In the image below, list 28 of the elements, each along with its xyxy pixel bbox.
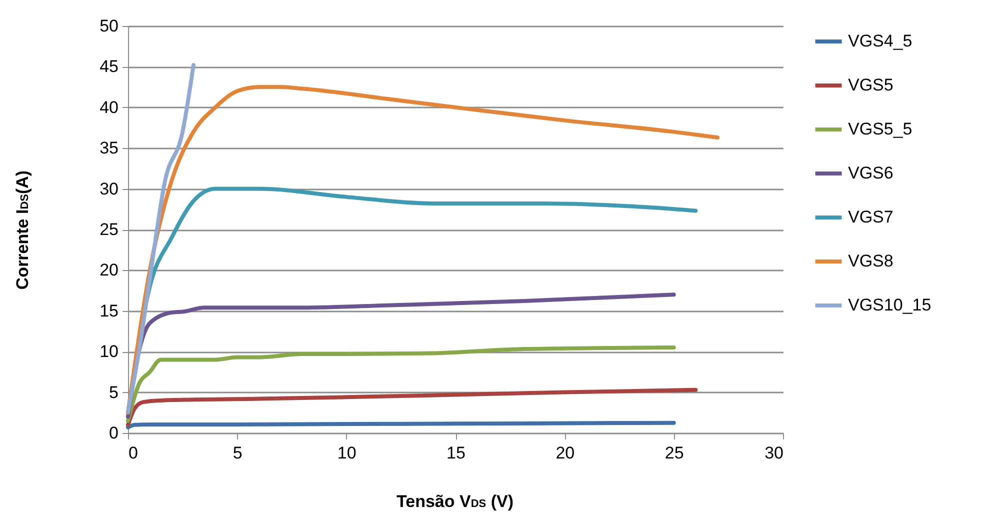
legend-label: VGS6 xyxy=(848,164,894,182)
x-tick-label: 10 xyxy=(337,444,356,462)
y-tick-label: 20 xyxy=(100,260,118,280)
y-tick-label: 25 xyxy=(100,220,118,239)
legend-label: VGS5 xyxy=(848,76,894,94)
legend-label: VGS7 xyxy=(848,208,894,226)
y-tick-label: 40 xyxy=(100,98,118,117)
y-tick-label: 10 xyxy=(100,342,118,362)
y-tick-label: 45 xyxy=(100,57,118,76)
x-tick-label: 20 xyxy=(556,444,575,462)
line-series xyxy=(126,63,196,414)
x-tick-label: 15 xyxy=(446,444,466,462)
y-tick-label: 0 xyxy=(109,424,118,442)
x-tick-label: 5 xyxy=(232,444,242,462)
y-tick-label: 30 xyxy=(100,179,118,198)
y-tick-label: 15 xyxy=(100,301,118,320)
line-series xyxy=(126,388,698,427)
x-tick-label: 0 xyxy=(128,444,138,462)
y-tick-label: 35 xyxy=(100,138,118,158)
x-tick-label: 30 xyxy=(764,444,784,462)
legend-label: VGS10_15 xyxy=(848,296,932,314)
y-tick-label: 50 xyxy=(100,16,118,36)
legend-label: VGS5_5 xyxy=(848,120,912,138)
legend-label: VGS4_5 xyxy=(848,32,912,50)
line-series xyxy=(126,346,676,423)
x-tick-label: 25 xyxy=(664,444,684,462)
y-tick-label: 5 xyxy=(109,382,118,402)
legend-label: VGS8 xyxy=(848,252,894,270)
